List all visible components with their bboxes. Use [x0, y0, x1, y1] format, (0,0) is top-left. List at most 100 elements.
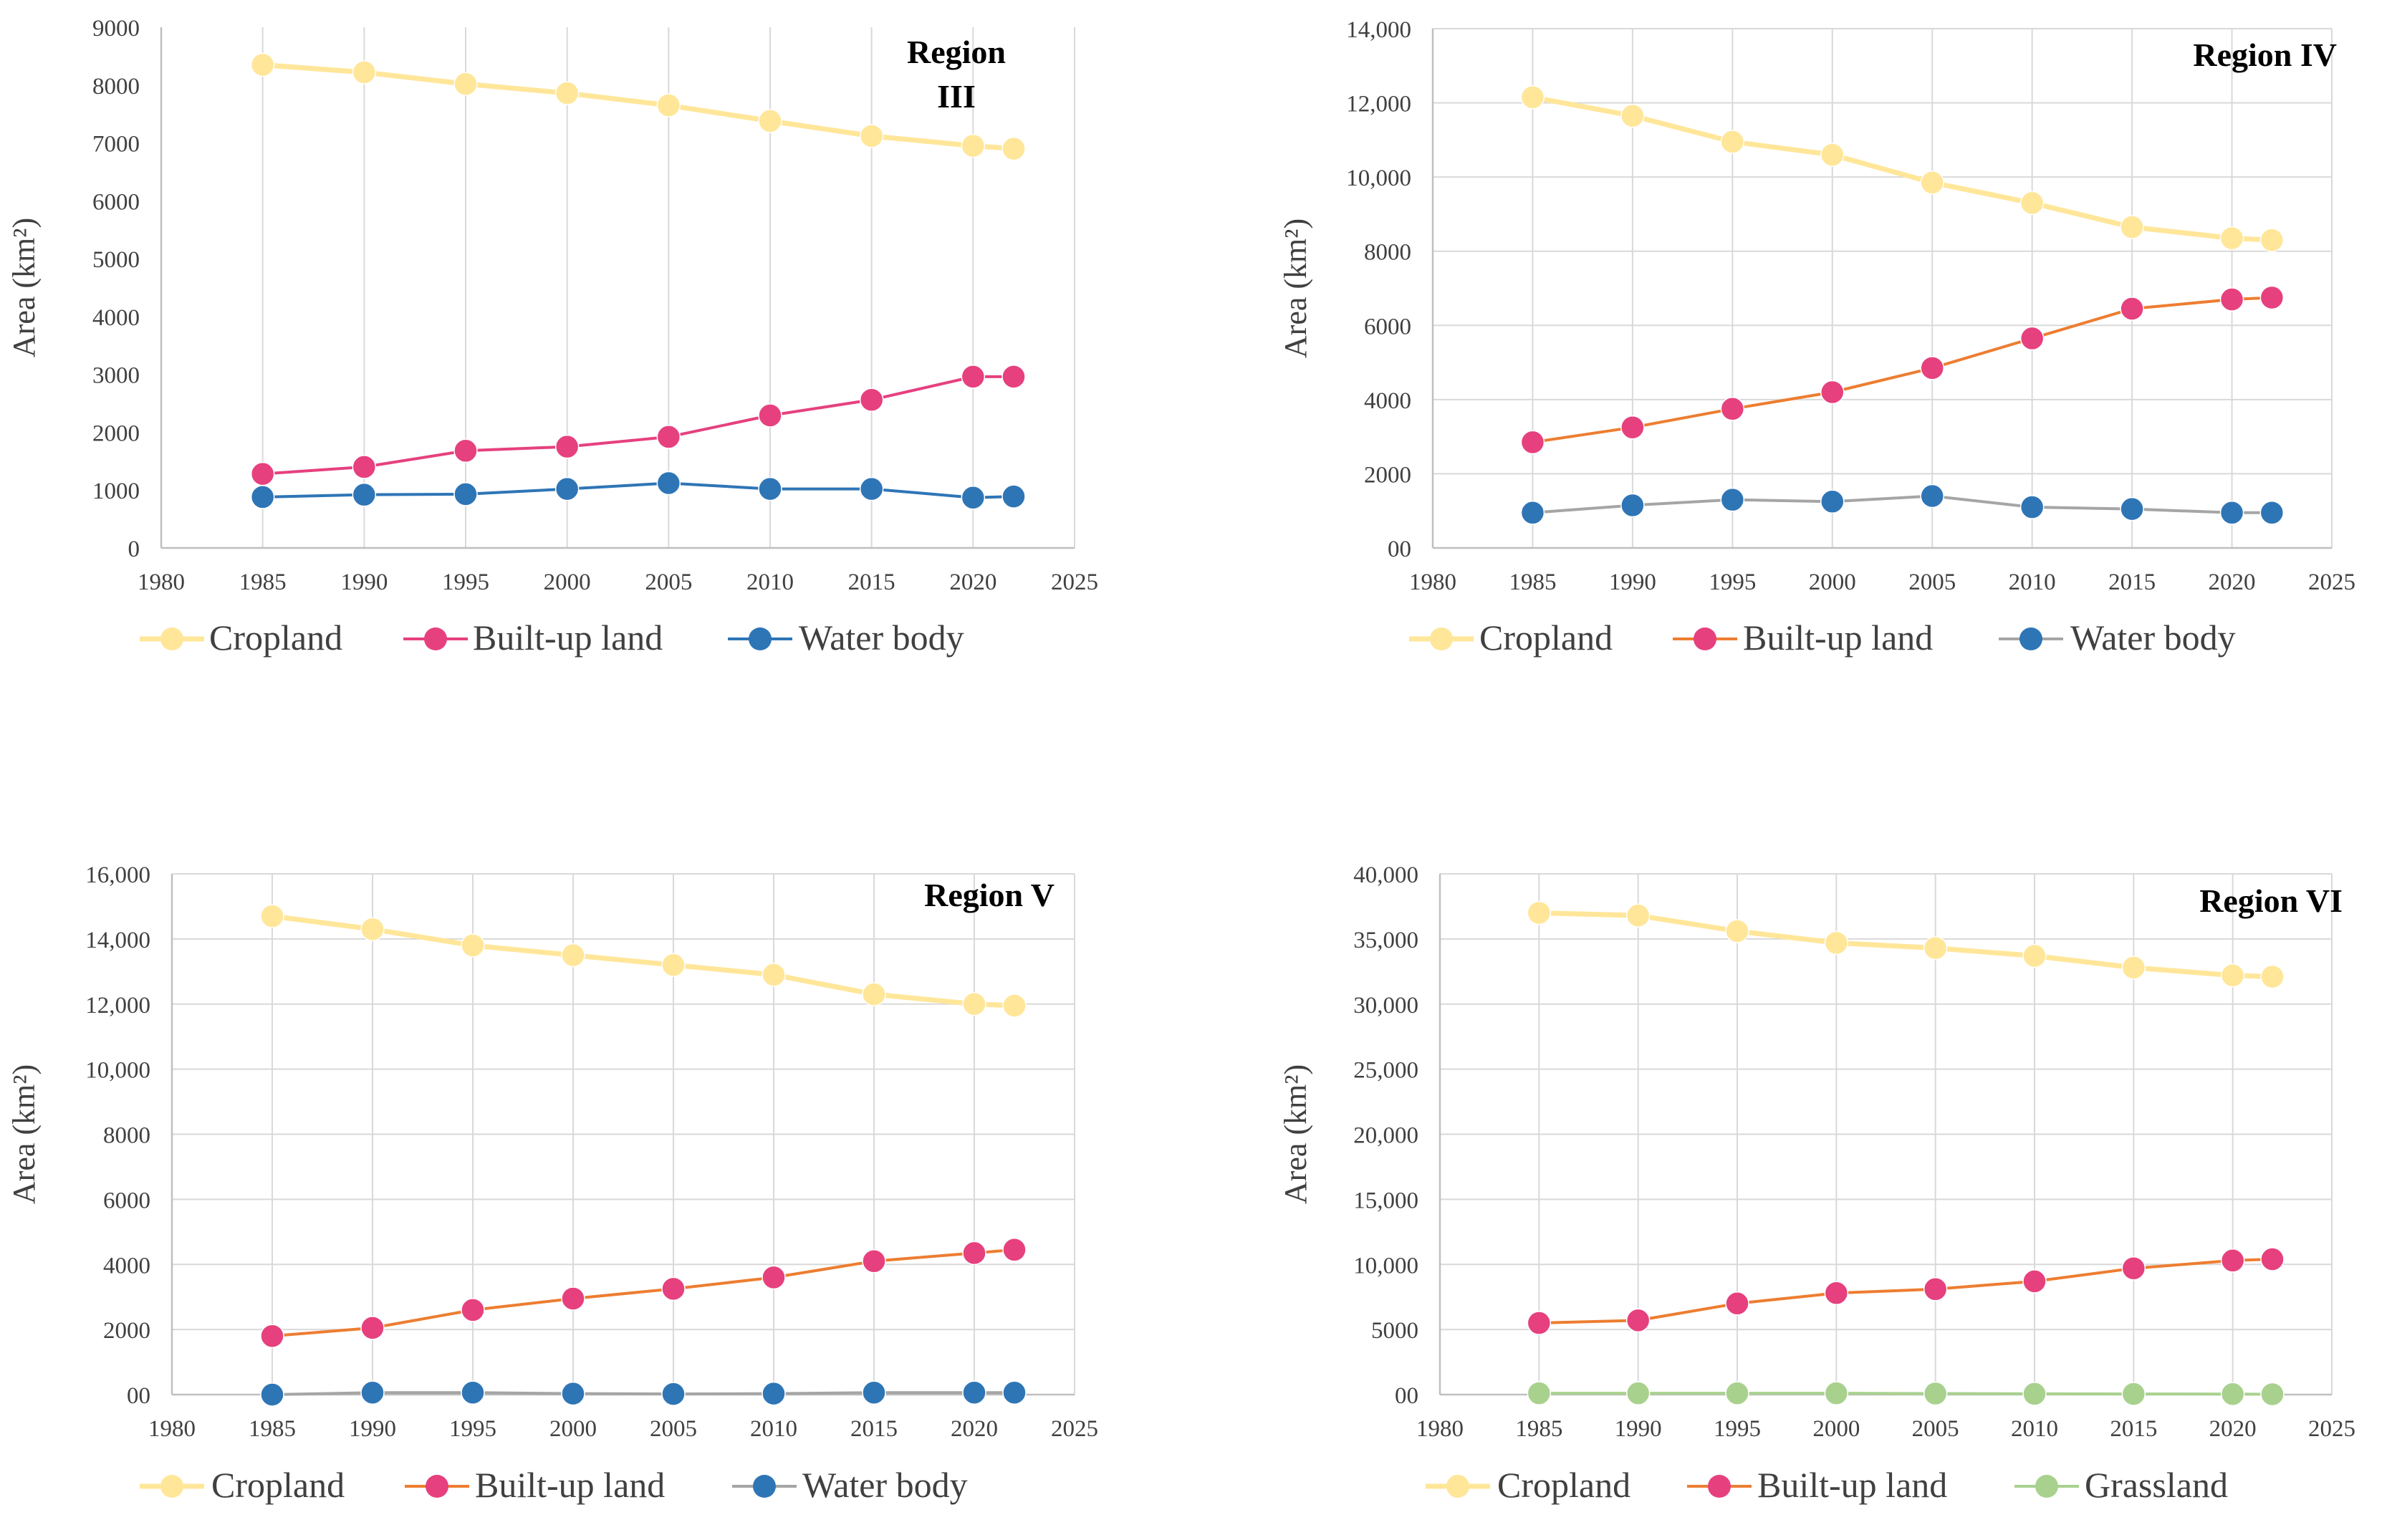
x-tick-label: 1995: [449, 1416, 496, 1442]
y-tick-label: 2000: [92, 420, 140, 446]
series-line: [1539, 1257, 2273, 1325]
data-point: [1820, 489, 1845, 514]
data-point: [1002, 136, 1026, 161]
x-tick-label: 2015: [2108, 569, 2156, 595]
y-tick-label: 40,000: [1353, 862, 1418, 888]
y-tick-label: 2000: [103, 1318, 150, 1344]
series-built-up-land: [250, 365, 1026, 486]
data-point: [1725, 1381, 1749, 1405]
data-point: [1824, 930, 1849, 956]
legend-marker: [1446, 1475, 1469, 1498]
y-tick-label: 4000: [92, 305, 140, 331]
series-water-body: [250, 471, 1026, 510]
legend-label: Cropland: [1479, 617, 1613, 658]
data-point: [1527, 1311, 1552, 1335]
data-point: [2022, 1382, 2047, 1406]
data-point: [859, 388, 884, 412]
data-point: [2220, 963, 2245, 988]
data-point: [2120, 496, 2144, 521]
data-point: [1625, 1381, 1651, 1405]
y-tick-label: 16,000: [85, 862, 150, 888]
legend-marker: [2019, 627, 2042, 650]
data-point: [2121, 956, 2146, 980]
y-tick-label: 5000: [92, 247, 140, 273]
data-point: [661, 1276, 686, 1301]
data-point: [1002, 365, 1026, 389]
data-point: [1620, 103, 1645, 128]
data-point: [758, 476, 782, 501]
data-point: [453, 438, 478, 463]
data-point: [453, 72, 478, 96]
data-point: [656, 471, 681, 496]
data-point: [250, 461, 275, 486]
data-point: [2121, 1382, 2146, 1406]
series-water-body: [260, 1380, 1027, 1407]
x-tick-label: 2000: [1809, 569, 1856, 595]
x-tick-label: 1985: [1509, 569, 1556, 595]
series-line: [272, 1248, 1015, 1338]
data-point: [961, 485, 986, 510]
data-point: [1920, 356, 1944, 380]
data-point: [962, 1241, 986, 1266]
x-tick-label: 2015: [2110, 1416, 2157, 1442]
x-tick-label: 1990: [1615, 1416, 1662, 1442]
y-tick-label: 4000: [1364, 388, 1411, 414]
data-point: [962, 992, 986, 1016]
data-point: [762, 963, 786, 987]
data-point: [1923, 935, 1948, 961]
y-axis-label: Area (km²): [1278, 1064, 1313, 1204]
series-built-up-land: [1527, 1247, 2285, 1335]
data-point: [1520, 501, 1545, 525]
x-tick-label: 2025: [2308, 569, 2355, 595]
data-point: [1620, 493, 1645, 518]
data-point: [1625, 903, 1651, 928]
data-point: [961, 365, 986, 389]
legend-marker: [160, 627, 183, 650]
data-point: [360, 1316, 385, 1340]
x-tick-label: 2010: [2009, 569, 2056, 595]
data-point: [762, 1265, 786, 1290]
data-point: [2019, 191, 2045, 216]
y-tick-label: 2000: [1364, 462, 1411, 488]
x-tick-label: 2015: [850, 1416, 898, 1442]
data-point: [661, 953, 686, 977]
legend-entry: Water body: [1999, 617, 2236, 658]
x-tick-label: 1980: [138, 569, 185, 595]
data-point: [661, 1382, 686, 1406]
legend-entry: Cropland: [1409, 617, 1613, 658]
x-tick-label: 1980: [1409, 569, 1456, 595]
data-point: [2220, 1382, 2245, 1407]
y-tick-label: 00: [1388, 536, 1411, 562]
y-tick-label: 8000: [92, 74, 140, 100]
data-point: [554, 434, 580, 459]
data-point: [250, 485, 275, 509]
x-tick-label: 2000: [1812, 1416, 1860, 1442]
series-cropland: [250, 52, 1026, 161]
data-point: [2259, 228, 2285, 252]
data-point: [961, 133, 986, 158]
series-cropland: [1527, 900, 2285, 989]
y-tick-label: 10,000: [85, 1058, 150, 1084]
data-point: [250, 52, 275, 77]
data-point: [461, 933, 485, 958]
chart-title: Region IV: [2193, 37, 2337, 73]
data-point: [360, 917, 385, 941]
data-point: [859, 476, 884, 501]
y-tick-label: 8000: [103, 1123, 150, 1149]
legend-label: Water body: [2070, 617, 2236, 658]
data-point: [1725, 1291, 1749, 1316]
legend-marker: [2035, 1475, 2058, 1498]
series-built-up-land: [1520, 285, 2285, 455]
x-tick-label: 2025: [1051, 1416, 1098, 1442]
series-cropland: [1520, 85, 2285, 252]
data-point: [758, 109, 782, 133]
y-tick-label: 6000: [103, 1188, 150, 1213]
data-point: [561, 1381, 585, 1406]
x-tick-label: 2015: [848, 569, 895, 595]
y-tick-label: 10,000: [1346, 165, 1411, 191]
x-tick-label: 1985: [1515, 1416, 1562, 1442]
y-tick-label: 12,000: [85, 993, 150, 1019]
x-tick-label: 2020: [2209, 569, 2256, 595]
